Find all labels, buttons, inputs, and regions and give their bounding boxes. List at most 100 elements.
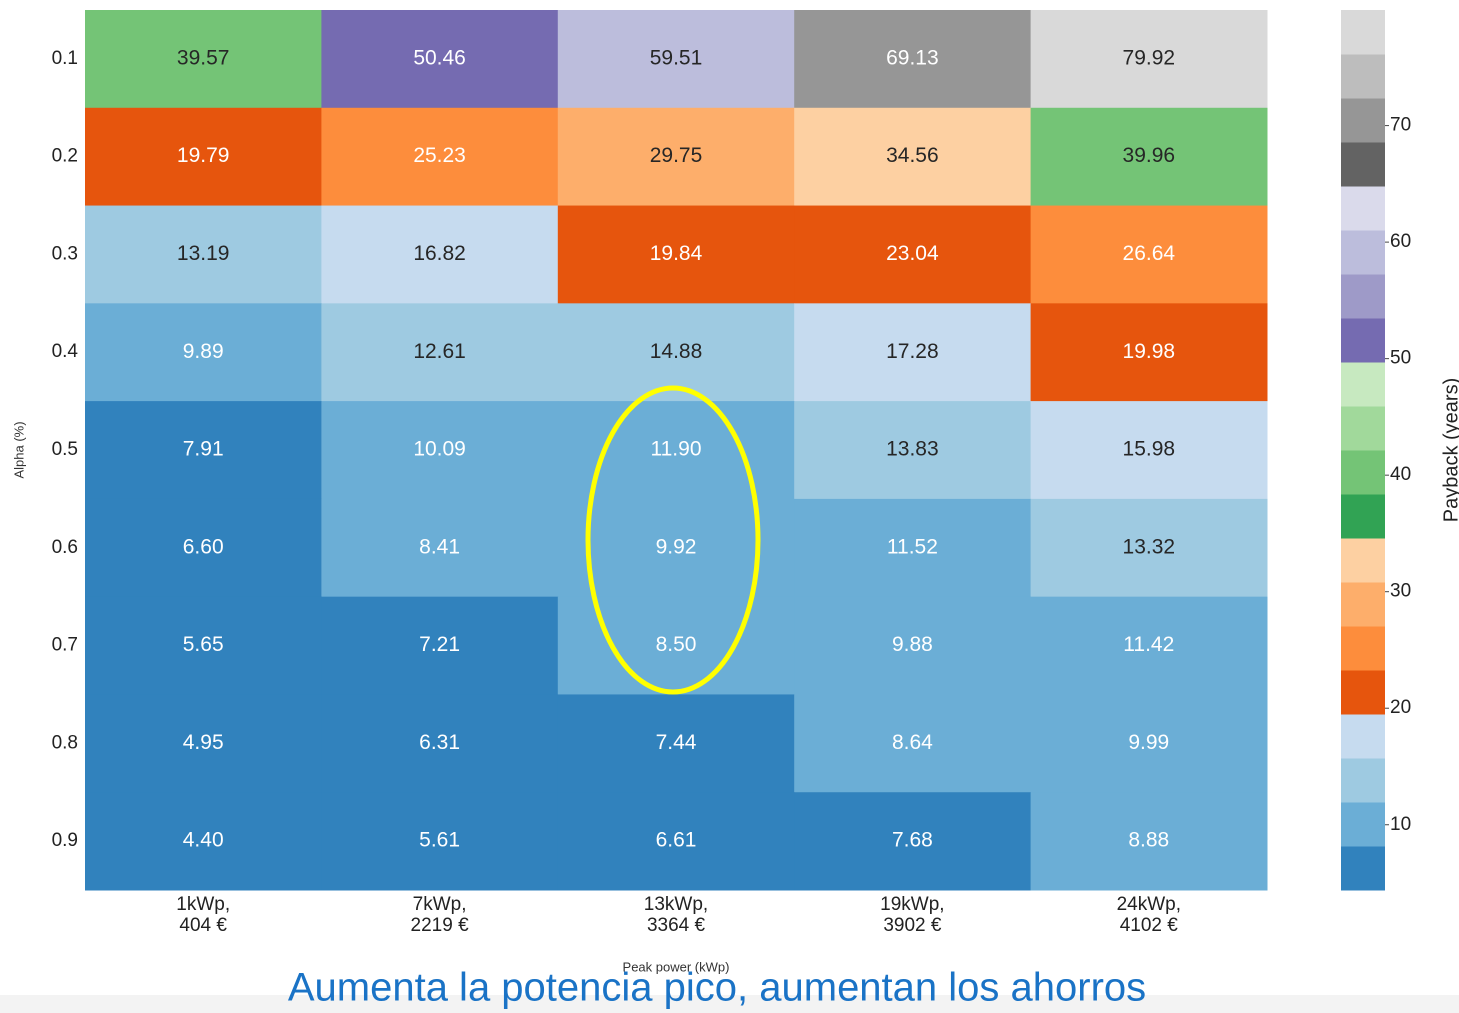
x-tick-label: 24kWp, 4102 €	[1116, 894, 1181, 936]
colorbar-tick-label: 40	[1390, 464, 1411, 485]
heatmap-cell	[1030, 596, 1268, 695]
cell-label: 9.92	[656, 535, 697, 558]
colorbar-segment	[1341, 582, 1385, 627]
cell-label: 5.65	[183, 633, 224, 656]
heatmap-cell	[794, 498, 1032, 598]
cell-label: 7.44	[656, 731, 697, 754]
footer-strip	[0, 995, 1459, 1013]
colorbar-segment	[1341, 230, 1385, 275]
colorbar-label: Payback (years)	[1440, 378, 1459, 523]
x-tick-label: 7kWp, 2219 €	[410, 894, 469, 936]
heatmap-cell	[321, 596, 559, 695]
heatmap-cell	[794, 205, 1032, 304]
y-tick-label: 0.2	[52, 146, 78, 167]
colorbar-segment	[1341, 846, 1385, 891]
colorbar-segment	[1341, 142, 1385, 187]
cell-label: 19.79	[177, 144, 230, 167]
y-tick-label: 0.7	[52, 635, 78, 656]
heatmap-cell	[85, 205, 322, 304]
heatmap-cell	[85, 596, 322, 695]
cell-label: 13.32	[1123, 535, 1176, 558]
x-tick-label: 1kWp, 404 €	[176, 894, 231, 936]
cell-label: 7.21	[419, 633, 460, 656]
cell-label: 14.88	[650, 340, 703, 363]
colorbar-tick-label: 70	[1390, 115, 1411, 136]
cell-label: 11.52	[887, 535, 938, 558]
heatmap-cell	[85, 303, 322, 402]
heatmap-cell	[794, 596, 1032, 695]
cell-label: 26.64	[1123, 242, 1176, 265]
cell-label: 17.28	[886, 340, 939, 363]
cell-label: 69.13	[886, 46, 939, 69]
heatmap-cell	[85, 401, 322, 500]
heatmap-cell	[321, 694, 559, 793]
heatmap-cell	[794, 303, 1032, 402]
cell-label: 4.40	[183, 829, 224, 852]
heatmap-cell	[557, 694, 795, 793]
cell-label: 9.89	[183, 340, 224, 363]
colorbar-segment	[1341, 802, 1385, 847]
cell-label: 16.82	[413, 242, 466, 265]
heatmap-cell	[1030, 792, 1268, 891]
colorbar-segment	[1341, 538, 1385, 583]
heatmap-cell	[794, 694, 1032, 793]
colorbar-segment	[1341, 318, 1385, 363]
colorbar-tick-label: 60	[1390, 231, 1411, 252]
cell-label: 25.23	[413, 144, 466, 167]
heatmap-cell	[321, 303, 559, 402]
heatmap-cell	[1030, 205, 1268, 304]
highlight-ellipse	[585, 385, 761, 695]
x-axis-label: Peak power (kWp)	[623, 959, 730, 974]
cell-label: 8.50	[656, 633, 697, 656]
cell-label: 4.95	[183, 731, 224, 754]
cell-label: 6.60	[183, 535, 224, 558]
cell-label: 13.83	[886, 438, 939, 461]
heatmap-cell	[794, 401, 1032, 500]
colorbar-segment	[1341, 98, 1385, 143]
heatmap-cell	[85, 694, 322, 793]
cell-label: 29.75	[650, 144, 703, 167]
chart-title: Aumenta la potencia pico, aumentan los a…	[288, 966, 1146, 1010]
cell-label: 10.09	[413, 438, 466, 461]
cell-label: 50.46	[413, 46, 466, 69]
heatmap-cell	[1030, 10, 1268, 109]
y-tick-label: 0.4	[52, 341, 79, 362]
colorbar-segment	[1341, 758, 1385, 803]
cell-label: 5.61	[419, 829, 460, 852]
cell-label: 39.57	[177, 46, 230, 69]
colorbar-tick-label: 10	[1390, 814, 1411, 835]
heatmap-cell	[321, 10, 559, 109]
cell-label: 8.88	[1128, 829, 1169, 852]
colorbar-segment	[1341, 714, 1385, 759]
heatmap-cell	[557, 303, 795, 402]
y-tick-label: 0.3	[52, 243, 78, 264]
cell-label: 59.51	[650, 46, 703, 69]
colorbar-tick-label: 20	[1390, 697, 1411, 718]
cell-label: 11.42	[1123, 633, 1174, 656]
cell-label: 8.64	[892, 731, 933, 754]
colorbar-segment	[1341, 274, 1385, 319]
cell-label: 13.19	[177, 242, 230, 265]
heatmap-cell	[557, 205, 795, 304]
heatmap-cell	[321, 107, 559, 207]
y-tick-label: 0.5	[52, 439, 78, 460]
colorbar-segment	[1341, 362, 1385, 407]
cell-label: 8.41	[419, 535, 460, 558]
cell-label: 11.90	[651, 438, 702, 461]
heatmap-cell	[557, 10, 795, 109]
colorbar-segment	[1341, 10, 1385, 55]
heatmap-cell	[321, 498, 559, 598]
heatmap-cell	[1030, 303, 1268, 402]
heatmap-cell	[321, 205, 559, 304]
heatmap-cell	[557, 107, 795, 207]
heatmap-cell	[85, 10, 322, 109]
colorbar-segment	[1341, 494, 1385, 539]
x-tick-label: 13kWp, 3364 €	[643, 894, 709, 936]
heatmap-cell	[1030, 401, 1268, 500]
y-tick-label: 0.6	[52, 537, 78, 558]
colorbar-segment	[1341, 670, 1385, 715]
cell-label: 15.98	[1123, 438, 1176, 461]
heatmap-cell	[1030, 498, 1268, 598]
heatmap-cell	[557, 401, 795, 500]
colorbar-segment	[1341, 54, 1385, 99]
